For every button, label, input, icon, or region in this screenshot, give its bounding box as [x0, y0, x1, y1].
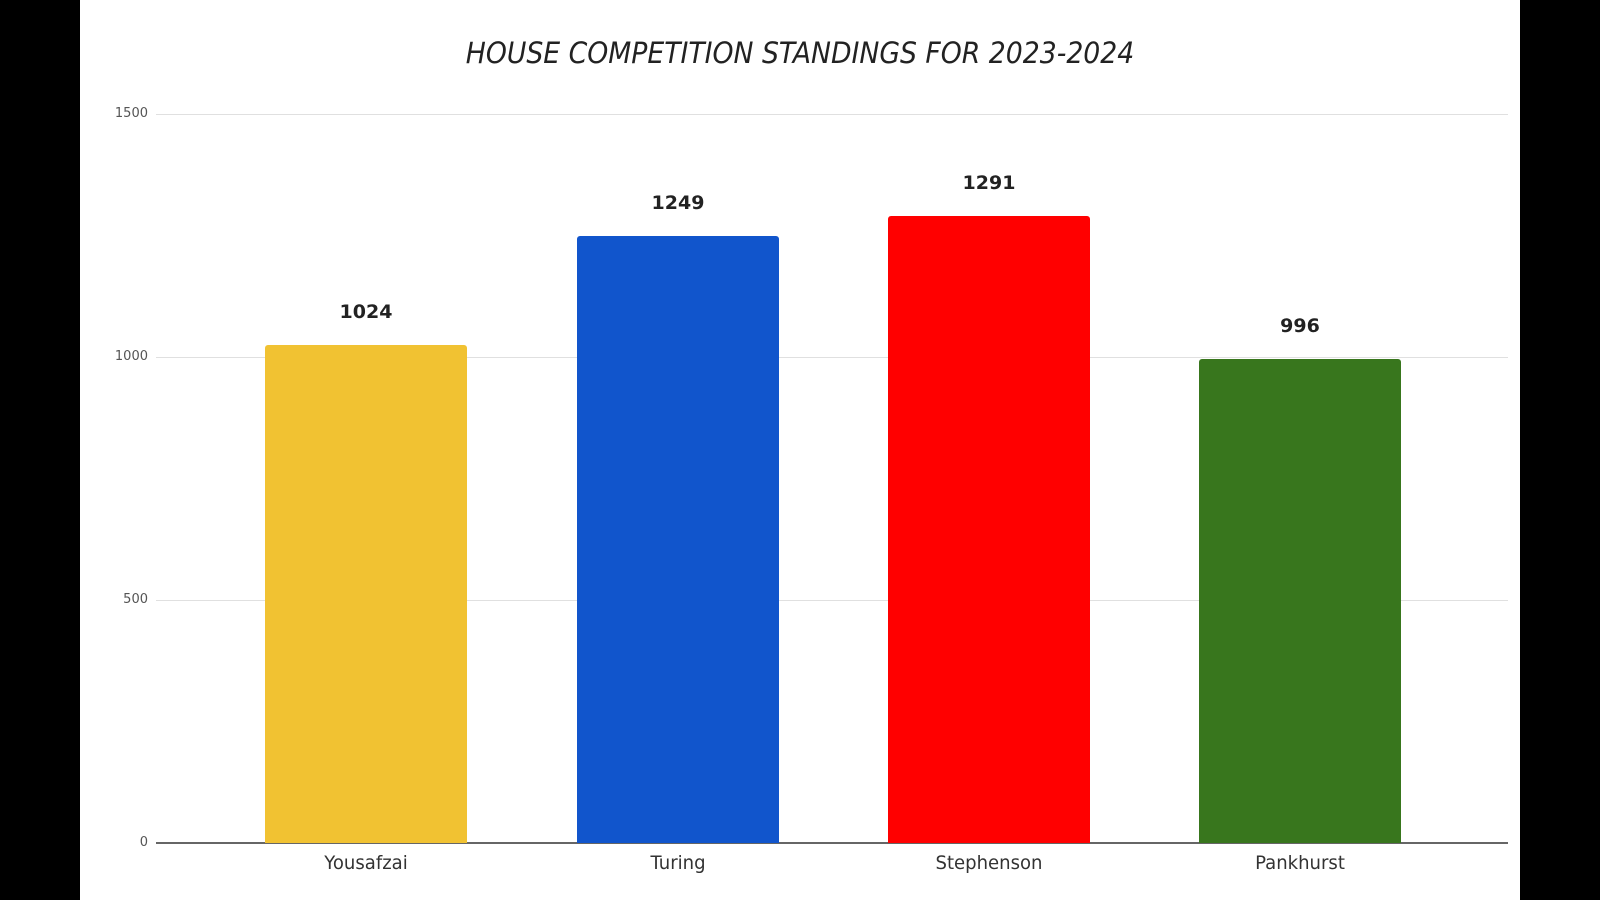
- data-label: 1249: [651, 192, 705, 214]
- bar-yousafzai: [265, 345, 467, 843]
- gridline: [156, 600, 1508, 601]
- gridline: [156, 357, 1508, 358]
- x-tick-label: Turing: [650, 852, 706, 874]
- y-tick-label: 1500: [114, 106, 148, 121]
- bar-turing: [577, 236, 779, 843]
- chart-title: HOUSE COMPETITION STANDINGS FOR 2023-202…: [465, 36, 1135, 70]
- x-axis-line: [156, 842, 1508, 844]
- x-tick-label: Pankhurst: [1255, 852, 1345, 874]
- gridline: [156, 114, 1508, 115]
- data-label: 996: [1280, 315, 1320, 337]
- data-label: 1291: [962, 172, 1016, 194]
- bar-stephenson: [888, 216, 1090, 843]
- x-tick-label: Yousafzai: [324, 852, 408, 874]
- y-tick-label: 1000: [114, 349, 148, 364]
- x-tick-label: Stephenson: [935, 852, 1043, 874]
- y-tick-label: 0: [139, 835, 148, 850]
- bar-pankhurst: [1199, 359, 1401, 843]
- data-label: 1024: [339, 301, 393, 323]
- y-tick-label: 500: [123, 592, 148, 607]
